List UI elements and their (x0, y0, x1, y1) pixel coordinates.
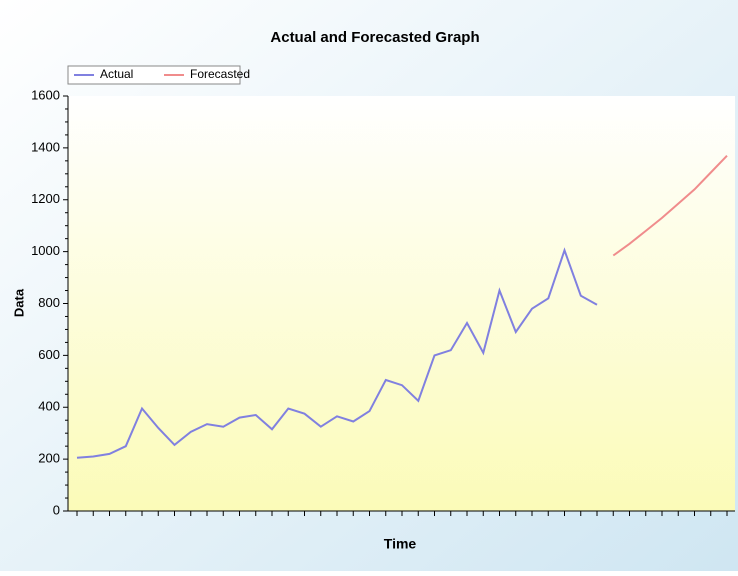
legend-label: Actual (100, 67, 133, 81)
legend (67, 65, 241, 85)
y-tick-label: 200 (38, 451, 60, 466)
legend-label: Forecasted (190, 67, 250, 81)
series-line (76, 247, 598, 459)
y-tick-label: 600 (38, 347, 60, 362)
y-tick-label: 1000 (31, 243, 60, 258)
y-tick-label: 400 (38, 399, 60, 414)
y-tick-label: 800 (38, 295, 60, 310)
series-line (612, 155, 728, 257)
y-tick-label: 1400 (31, 139, 60, 154)
y-axis-label: Data (11, 288, 26, 317)
y-tick-label: 1600 (31, 87, 60, 102)
y-tick-label: 0 (53, 502, 60, 517)
chart-title: Actual and Forecasted Graph (270, 29, 479, 46)
y-tick-label: 1200 (31, 191, 60, 206)
plot-area (68, 96, 735, 511)
x-axis-label: Time (384, 536, 417, 552)
